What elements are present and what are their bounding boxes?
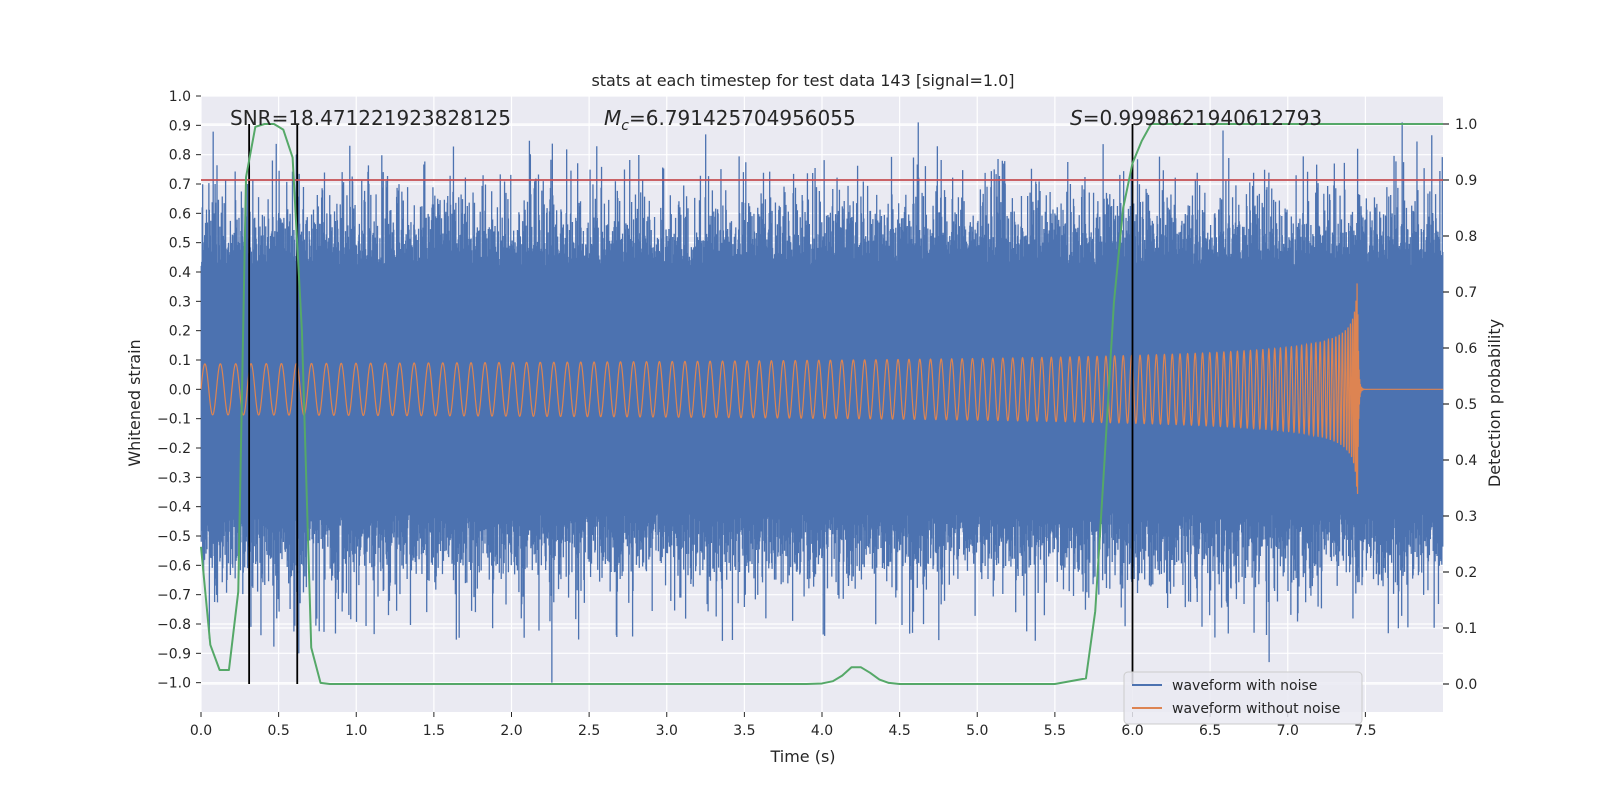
x-axis-title: Time (s): [769, 747, 835, 766]
x-tick-label: 5.0: [966, 723, 988, 739]
y-tick-label: 0.7: [169, 177, 191, 193]
x-tick-label: 4.0: [811, 723, 833, 739]
y2-tick-label: 0.8: [1455, 229, 1477, 245]
annotation-score: S=0.9998621940612793: [1070, 106, 1322, 130]
y2-tick-label: 0.2: [1455, 565, 1477, 581]
x-tick-label: 6.0: [1121, 723, 1143, 739]
x-tick-label: 7.0: [1277, 723, 1299, 739]
legend: waveform with noise waveform without noi…: [1123, 671, 1363, 725]
vertical-markers: [248, 124, 1134, 684]
y2-tick-label: 0.7: [1455, 285, 1477, 301]
chart-title: stats at each timestep for test data 143…: [591, 71, 1014, 90]
x-tick-label: 4.5: [888, 723, 910, 739]
noise-waveform-line: [200, 122, 1444, 683]
x-tick-label: 3.0: [656, 723, 678, 739]
legend-label-clean: waveform without noise: [1172, 701, 1340, 717]
y2-tick-label: 0.0: [1455, 677, 1477, 693]
y-tick-label: 0.0: [169, 382, 191, 398]
probability-line: [200, 123, 1443, 685]
x-tick-label: 3.5: [733, 723, 755, 739]
y-tick-label: −0.5: [157, 529, 191, 545]
clean-waveform-line: [200, 283, 1443, 494]
x-tick-label: 2.5: [578, 723, 600, 739]
series-detection-probability: [200, 123, 1443, 685]
series-waveform-without-noise: [200, 283, 1443, 494]
y2-tick-label: 0.4: [1455, 453, 1477, 469]
y-tick-label: −0.3: [157, 470, 191, 486]
x-tick-label: 7.5: [1354, 723, 1376, 739]
y-tick-label: −0.9: [157, 646, 191, 662]
y-tick-label: −0.1: [157, 412, 191, 428]
x-tick-label: 1.0: [345, 723, 367, 739]
annotations: SNR=18.471221923828125 Mc=6.791425704956…: [230, 106, 1322, 134]
y-tick-label: −0.4: [157, 500, 191, 516]
x-tick-label: 1.5: [423, 723, 445, 739]
annotation-snr: SNR=18.471221923828125: [230, 106, 511, 130]
y-tick-label: 0.2: [169, 324, 191, 340]
y-tick-label: −0.6: [157, 558, 191, 574]
y-axis-title: Whitened strain: [125, 339, 144, 466]
x-tick-label: 0.0: [190, 723, 212, 739]
y2-tick-label: 0.1: [1455, 621, 1477, 637]
y-tick-label: 0.3: [169, 294, 191, 310]
y-tick-label: 0.8: [169, 148, 191, 164]
y2-tick-label: 0.5: [1455, 397, 1477, 413]
series-waveform-with-noise: [200, 122, 1444, 683]
x-tick-label: 0.5: [267, 723, 289, 739]
axes: 0.0 0.5 1.0 1.5 2.0 2.5 3.0 3.5 4.0 4.5 5.0 5.5 6.0 6…: [157, 89, 1477, 739]
y-tick-label: 0.4: [169, 265, 191, 281]
y2-tick-label: 0.3: [1455, 509, 1477, 525]
y-tick-label: 1.0: [169, 89, 191, 105]
x-tick-label: 2.0: [500, 723, 522, 739]
legend-label-noise: waveform with noise: [1172, 678, 1317, 694]
y-tick-label: −0.8: [157, 617, 191, 633]
y-tick-label: 0.5: [169, 236, 191, 252]
y-tick-label: 0.6: [169, 206, 191, 222]
y2-axis-title: Detection probability: [1485, 319, 1504, 487]
y2-tick-label: 1.0: [1455, 117, 1477, 133]
x-tick-label: 5.5: [1044, 723, 1066, 739]
y-tick-label: −0.2: [157, 441, 191, 457]
legend-box: [1123, 671, 1363, 725]
y-tick-label: −0.7: [157, 588, 191, 604]
annotation-chirp-mass: Mc=6.791425704956055: [604, 106, 856, 134]
y-tick-label: −1.0: [157, 676, 191, 692]
y-tick-label: 0.9: [169, 118, 191, 134]
y2-tick-label: 0.9: [1455, 173, 1477, 189]
y-tick-label: 0.1: [169, 353, 191, 369]
y2-tick-label: 0.6: [1455, 341, 1477, 357]
x-tick-label: 6.5: [1199, 723, 1221, 739]
